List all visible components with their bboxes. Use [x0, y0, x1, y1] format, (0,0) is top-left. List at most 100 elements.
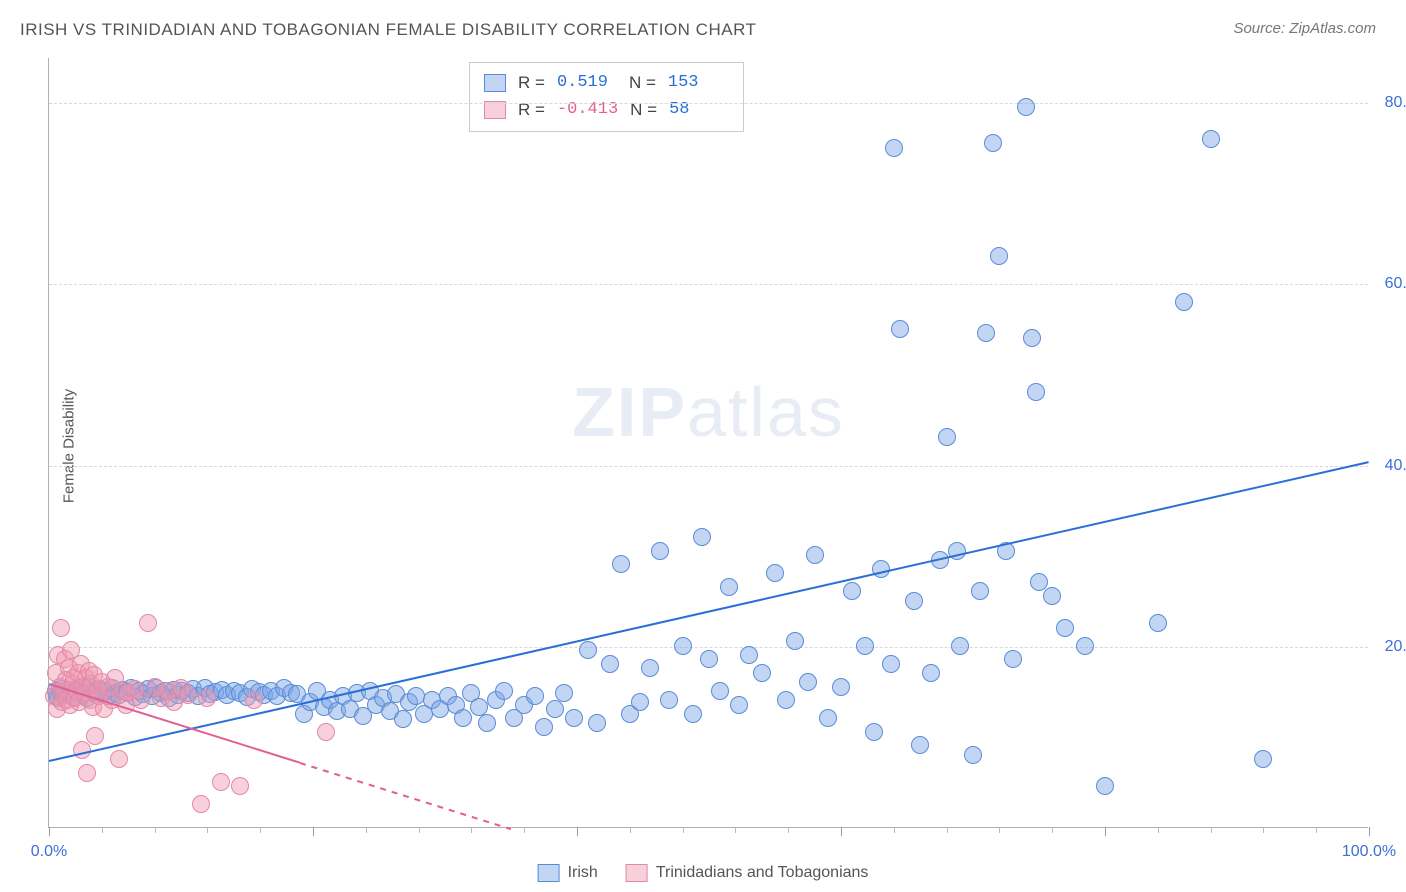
x-minor-tick — [207, 827, 208, 833]
y-tick-label: 80.0% — [1385, 94, 1406, 112]
correlation-stats-box: R =0.519N =153R =-0.413N =58 — [469, 62, 744, 132]
scatter-point-irish — [777, 691, 795, 709]
scatter-point-irish — [740, 646, 758, 664]
x-tick-label: 0.0% — [31, 843, 67, 861]
x-minor-tick — [1263, 827, 1264, 833]
trend-line — [299, 762, 511, 830]
scatter-point-irish — [938, 428, 956, 446]
x-major-tick — [49, 827, 50, 836]
legend-swatch — [626, 864, 648, 882]
series-legend: Irish Trinidadians and Tobagonians — [538, 864, 869, 882]
x-major-tick — [313, 827, 314, 836]
x-minor-tick — [260, 827, 261, 833]
legend-swatch — [538, 864, 560, 882]
scatter-point-irish — [1175, 293, 1193, 311]
scatter-point-tt — [198, 689, 216, 707]
scatter-point-irish — [786, 632, 804, 650]
x-minor-tick — [524, 827, 525, 833]
x-major-tick — [577, 827, 578, 836]
scatter-point-irish — [766, 564, 784, 582]
x-minor-tick — [1158, 827, 1159, 833]
y-tick-label: 20.0% — [1385, 638, 1406, 656]
scatter-point-irish — [660, 691, 678, 709]
scatter-point-irish — [806, 546, 824, 564]
scatter-point-irish — [579, 641, 597, 659]
scatter-point-tt — [78, 764, 96, 782]
stat-n-value: 58 — [669, 96, 729, 123]
scatter-point-irish — [990, 247, 1008, 265]
scatter-point-irish — [720, 578, 738, 596]
scatter-point-irish — [394, 710, 412, 728]
x-tick-label: 100.0% — [1342, 843, 1396, 861]
x-minor-tick — [419, 827, 420, 833]
legend-item: Irish — [538, 864, 598, 882]
watermark-prefix: ZIP — [572, 373, 687, 451]
scatter-point-irish — [1056, 619, 1074, 637]
scatter-point-tt — [86, 727, 104, 745]
scatter-point-irish — [856, 637, 874, 655]
scatter-point-irish — [922, 664, 940, 682]
legend-item: Trinidadians and Tobagonians — [626, 864, 869, 882]
scatter-point-irish — [911, 736, 929, 754]
stat-r-value: -0.413 — [557, 96, 618, 123]
stat-n-value: 153 — [668, 69, 728, 96]
stat-r-label: R = — [518, 69, 545, 96]
scatter-point-irish — [1004, 650, 1022, 668]
scatter-point-irish — [951, 637, 969, 655]
x-minor-tick — [683, 827, 684, 833]
gridline-horizontal — [49, 647, 1368, 648]
scatter-point-irish — [730, 696, 748, 714]
scatter-point-irish — [674, 637, 692, 655]
scatter-point-tt — [192, 795, 210, 813]
scatter-point-irish — [641, 659, 659, 677]
scatter-point-tt — [212, 773, 230, 791]
scatter-point-irish — [872, 560, 890, 578]
trend-line — [49, 461, 1369, 762]
x-minor-tick — [102, 827, 103, 833]
stat-n-label: N = — [629, 69, 656, 96]
scatter-point-irish — [565, 709, 583, 727]
gridline-horizontal — [49, 103, 1368, 104]
y-tick-label: 40.0% — [1385, 457, 1406, 475]
scatter-point-irish — [832, 678, 850, 696]
scatter-point-irish — [612, 555, 630, 573]
scatter-point-irish — [1017, 98, 1035, 116]
scatter-point-tt — [179, 686, 197, 704]
scatter-point-irish — [1023, 329, 1041, 347]
scatter-point-tt — [132, 691, 150, 709]
source-attribution: Source: ZipAtlas.com — [1233, 20, 1376, 37]
scatter-point-irish — [631, 693, 649, 711]
scatter-point-irish — [684, 705, 702, 723]
scatter-point-tt — [52, 619, 70, 637]
x-major-tick — [841, 827, 842, 836]
chart-plot-area: ZIPatlas R =0.519N =153R =-0.413N =58 20… — [48, 58, 1368, 828]
y-tick-label: 60.0% — [1385, 275, 1406, 293]
x-major-tick — [1105, 827, 1106, 836]
x-minor-tick — [366, 827, 367, 833]
scatter-point-irish — [546, 700, 564, 718]
x-minor-tick — [1211, 827, 1212, 833]
gridline-horizontal — [49, 466, 1368, 467]
scatter-point-irish — [971, 582, 989, 600]
x-minor-tick — [894, 827, 895, 833]
scatter-point-irish — [1076, 637, 1094, 655]
scatter-point-irish — [526, 687, 544, 705]
x-minor-tick — [999, 827, 1000, 833]
scatter-point-irish — [882, 655, 900, 673]
scatter-point-tt — [139, 614, 157, 632]
scatter-point-irish — [977, 324, 995, 342]
stat-n-label: N = — [630, 96, 657, 123]
scatter-point-tt — [110, 750, 128, 768]
x-minor-tick — [947, 827, 948, 833]
scatter-point-irish — [865, 723, 883, 741]
scatter-point-irish — [711, 682, 729, 700]
scatter-point-tt — [317, 723, 335, 741]
legend-label: Trinidadians and Tobagonians — [656, 864, 869, 882]
stats-row: R =0.519N =153 — [484, 69, 729, 96]
stats-row: R =-0.413N =58 — [484, 96, 729, 123]
x-major-tick — [1369, 827, 1370, 836]
scatter-point-irish — [1096, 777, 1114, 795]
x-minor-tick — [788, 827, 789, 833]
scatter-point-irish — [1149, 614, 1167, 632]
scatter-point-irish — [799, 673, 817, 691]
